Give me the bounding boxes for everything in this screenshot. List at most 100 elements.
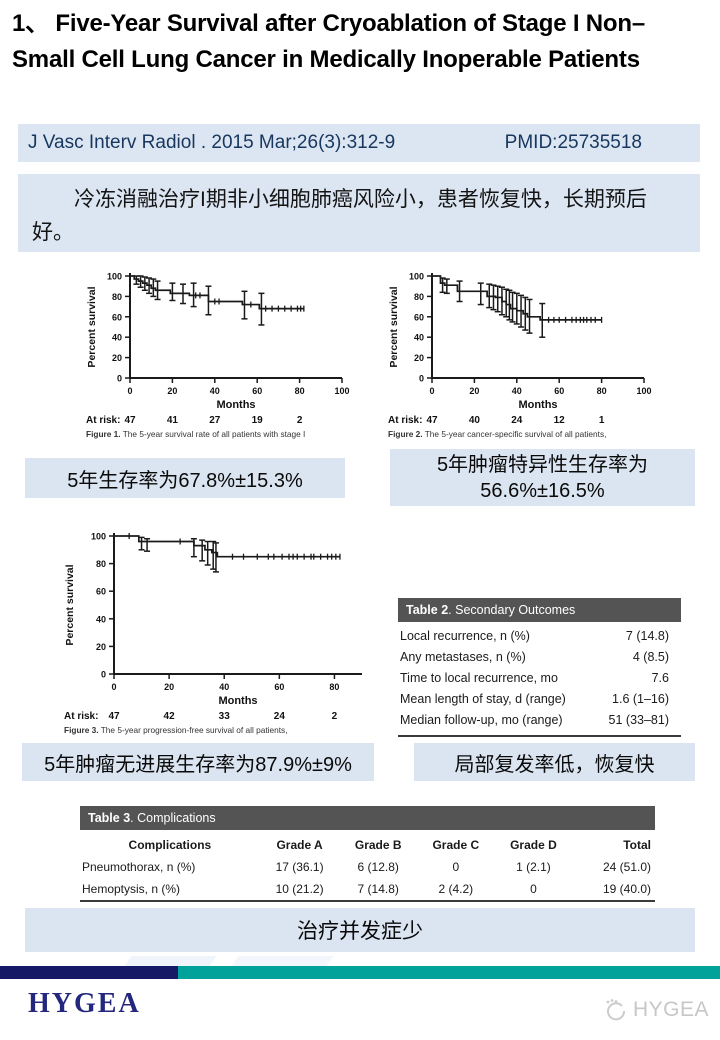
svg-text:2: 2: [297, 415, 303, 426]
summary-box: 冷冻消融治疗I期非小细胞肺癌风险小，患者恢复快，长期预后好。: [18, 174, 700, 252]
figure3-km-chart: 0 20 40 60 80 100 0 20 40 60 80 Percent survival Mon…: [62, 526, 376, 743]
svg-text:40: 40: [219, 682, 229, 692]
svg-text:20: 20: [112, 353, 122, 363]
svg-text:At risk:: At risk:: [86, 415, 120, 426]
callout-local-recurrence: 局部复发率低，恢复快: [414, 743, 695, 781]
svg-text:80: 80: [597, 386, 607, 396]
svg-text:27: 27: [209, 415, 221, 426]
svg-text:0: 0: [419, 374, 424, 384]
svg-text:100: 100: [91, 532, 106, 542]
svg-text:60: 60: [96, 587, 106, 597]
svg-text:80: 80: [329, 682, 339, 692]
svg-text:42: 42: [164, 711, 176, 722]
callout-local-recurrence-text: 局部复发率低，恢复快: [454, 753, 655, 776]
svg-text:40: 40: [469, 415, 481, 426]
svg-text:Percent survival: Percent survival: [64, 564, 76, 645]
svg-text:At risk:: At risk:: [388, 415, 422, 426]
svg-text:Months: Months: [218, 695, 257, 707]
page-title: 1、 Five-Year Survival after Cryoablation…: [12, 10, 645, 73]
table2-row: Any metastases, n (%) 4 (8.5): [400, 649, 669, 664]
callout-progression-free-text: 5年肿瘤无进展生存率为87.9%±9%: [44, 753, 352, 776]
svg-text:40: 40: [96, 614, 106, 624]
svg-text:20: 20: [167, 386, 177, 396]
footer-bar: [0, 966, 720, 979]
svg-text:47: 47: [426, 415, 438, 426]
figure1-km-chart: 0 20 40 60 80 100 0 20 40 60 80 100 Percent survival…: [84, 266, 356, 447]
svg-text:60: 60: [252, 386, 262, 396]
table3-complications: Table 3. Complications Complications Grade…: [80, 806, 655, 902]
svg-text:Percent survival: Percent survival: [388, 286, 400, 367]
svg-text:Months: Months: [518, 399, 557, 411]
svg-text:24: 24: [511, 415, 523, 426]
svg-text:40: 40: [112, 333, 122, 343]
svg-text:19: 19: [252, 415, 264, 426]
svg-text:20: 20: [414, 353, 424, 363]
footer-decorative-shape: [124, 956, 217, 966]
table2-row: Local recurrence, n (%) 7 (14.8): [400, 628, 669, 643]
svg-text:60: 60: [274, 682, 284, 692]
svg-text:24: 24: [274, 711, 286, 722]
svg-text:20: 20: [96, 642, 106, 652]
table3-grid: Complications Grade A Grade B Grade C Grade …: [80, 834, 655, 902]
table3-header: Table 3. Complications: [80, 806, 655, 830]
table3-col-header: Grade C: [432, 838, 480, 852]
journal-bar: J Vasc Interv Radiol . 2015 Mar;26(3):31…: [18, 124, 700, 162]
table3-row: Pneumothorax, n (%) 17 (36.1) 6 (12.8) 0 1 (…: [82, 860, 651, 874]
hygea-watermark-text: HYGEA: [633, 998, 710, 1021]
svg-text:47: 47: [124, 415, 136, 426]
svg-text:80: 80: [96, 559, 106, 569]
figure2-km-chart: 0 20 40 60 80 100 0 20 40 60 80 100 Percent survival…: [386, 266, 658, 447]
table3-col-header: Total: [623, 838, 651, 852]
summary-text: 冷冻消融治疗I期非小细胞肺癌风险小，患者恢复快，长期预后好。: [32, 188, 647, 244]
table2-row: Time to local recurrence, mo 7.6: [400, 670, 669, 685]
table2-row: Mean length of stay, d (range) 1.6 (1–16): [400, 691, 669, 706]
svg-text:1: 1: [599, 415, 605, 426]
svg-text:2: 2: [332, 711, 338, 722]
table2-header: Table 2. Secondary Outcomes: [398, 598, 681, 622]
hygea-watermark-icon: [606, 999, 626, 1021]
svg-text:47: 47: [108, 711, 120, 722]
svg-text:60: 60: [414, 312, 424, 322]
svg-text:40: 40: [512, 386, 522, 396]
svg-text:Figure 1. The 5-year survival: Figure 1. The 5-year survival rate of al…: [86, 429, 305, 439]
svg-text:60: 60: [112, 312, 122, 322]
callout-overall-survival: 5年生存率为67.8%±15.3%: [25, 458, 345, 498]
table3-col-header: Grade D: [510, 838, 557, 852]
svg-text:12: 12: [554, 415, 566, 426]
svg-text:0: 0: [127, 386, 132, 396]
svg-text:0: 0: [429, 386, 434, 396]
svg-text:40: 40: [210, 386, 220, 396]
table3-row: Hemoptysis, n (%) 10 (21.2) 7 (14.8) 2 (4.2…: [82, 882, 651, 896]
svg-text:100: 100: [409, 272, 424, 282]
callout-progression-free-survival: 5年肿瘤无进展生存率为87.9%±9%: [22, 743, 374, 781]
svg-text:0: 0: [111, 682, 116, 692]
hygea-logo: HYGEA: [28, 988, 141, 1019]
svg-text:80: 80: [414, 292, 424, 302]
table3-col-header: Complications: [128, 838, 212, 852]
svg-text:Percent survival: Percent survival: [86, 286, 98, 367]
footer-decorative-shape-2: [231, 956, 334, 966]
svg-text:100: 100: [636, 386, 651, 396]
callout-overall-survival-text: 5年生存率为67.8%±15.3%: [67, 469, 303, 492]
svg-text:80: 80: [295, 386, 305, 396]
table3-col-header: Grade B: [354, 838, 402, 852]
svg-text:Figure 2. The 5-year cancer-sp: Figure 2. The 5-year cancer-specific sur…: [388, 429, 606, 439]
pmid: PMID:25735518: [504, 132, 642, 153]
svg-text:20: 20: [164, 682, 174, 692]
svg-text:80: 80: [112, 292, 122, 302]
callout-cancer-specific-line2: 56.6%±16.5%: [480, 479, 605, 502]
callout-cancer-specific-line1: 5年肿瘤特异性生存率为: [436, 453, 649, 476]
table3-col-header: Grade A: [276, 838, 323, 852]
footer-bar-navy-segment: [0, 966, 178, 979]
svg-text:0: 0: [117, 374, 122, 384]
svg-text:100: 100: [107, 272, 122, 282]
svg-text:41: 41: [167, 415, 179, 426]
svg-text:100: 100: [334, 386, 349, 396]
footer-bar-teal-segment: [178, 966, 720, 979]
svg-text:Months: Months: [216, 399, 255, 411]
svg-text:0: 0: [101, 670, 106, 680]
journal-citation: J Vasc Interv Radiol . 2015 Mar;26(3):31…: [28, 132, 396, 153]
callout-cancer-specific-survival: 5年肿瘤特异性生存率为 56.6%±16.5%: [390, 449, 695, 506]
svg-text:60: 60: [554, 386, 564, 396]
